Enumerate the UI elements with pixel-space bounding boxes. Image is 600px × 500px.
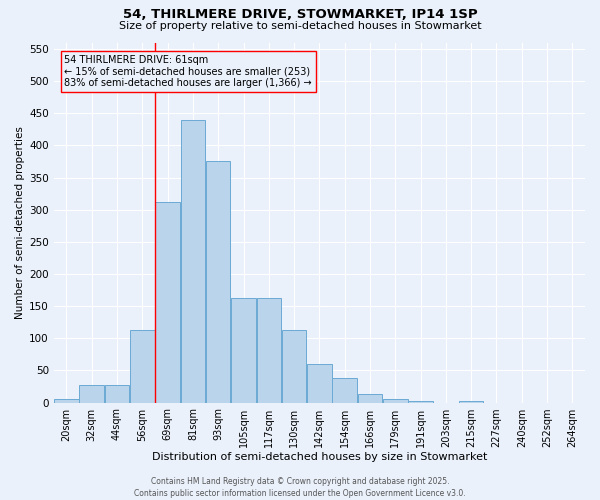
Bar [54, 400, 79, 402]
Text: 54, THIRLMERE DRIVE, STOWMARKET, IP14 1SP: 54, THIRLMERE DRIVE, STOWMARKET, IP14 1S… [122, 8, 478, 20]
Bar [282, 330, 307, 402]
Bar [79, 384, 104, 402]
Text: Contains HM Land Registry data © Crown copyright and database right 2025.
Contai: Contains HM Land Registry data © Crown c… [134, 476, 466, 498]
Bar [332, 378, 357, 402]
Y-axis label: Number of semi-detached properties: Number of semi-detached properties [15, 126, 25, 319]
Bar [206, 162, 230, 402]
Bar [358, 394, 382, 402]
Text: Size of property relative to semi-detached houses in Stowmarket: Size of property relative to semi-detach… [119, 21, 481, 31]
Bar [105, 384, 129, 402]
Bar [130, 330, 155, 402]
Bar [181, 120, 205, 403]
Bar [409, 400, 433, 402]
Text: 54 THIRLMERE DRIVE: 61sqm
← 15% of semi-detached houses are smaller (253)
83% of: 54 THIRLMERE DRIVE: 61sqm ← 15% of semi-… [64, 55, 312, 88]
X-axis label: Distribution of semi-detached houses by size in Stowmarket: Distribution of semi-detached houses by … [152, 452, 487, 462]
Bar [231, 298, 256, 403]
Bar [307, 364, 332, 403]
Bar [383, 398, 407, 402]
Bar [155, 202, 180, 402]
Bar [257, 298, 281, 403]
Bar [459, 400, 484, 402]
